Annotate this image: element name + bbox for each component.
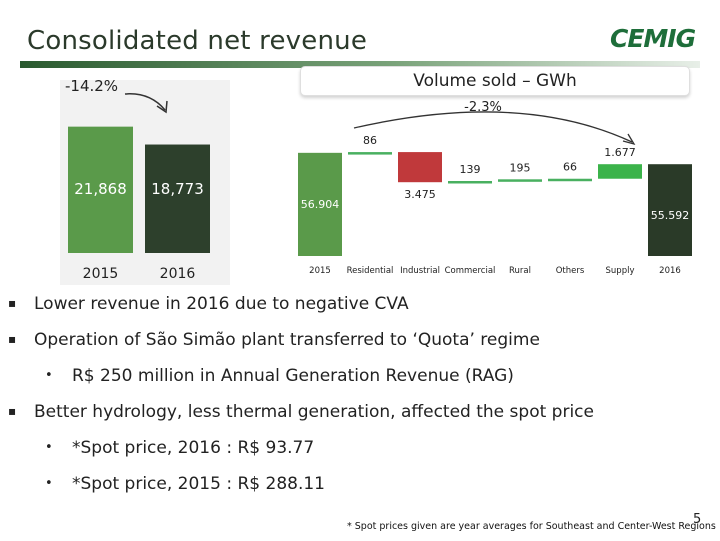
page-title: Consolidated net revenue <box>27 26 368 56</box>
waterfall-bar <box>348 152 392 155</box>
revenue-bar <box>145 144 210 253</box>
volume-waterfall-chart: -2.3% 56.904 2015 86 Residential 3.475 Indust… <box>298 100 692 276</box>
revenue-data-label: 18,773 <box>151 180 204 198</box>
waterfall-bar <box>298 152 342 256</box>
footnote: * Spot prices given are year averages fo… <box>347 521 716 532</box>
bullet-text: Better hydrology, less thermal generatio… <box>34 402 594 422</box>
waterfall-bar <box>448 180 492 184</box>
waterfall-bar <box>648 164 692 256</box>
page-number: 5 <box>693 512 702 527</box>
waterfall-category-label: 2015 <box>309 266 331 276</box>
revenue-category-label: 2015 <box>83 266 119 282</box>
bullet-marker: • <box>45 440 53 455</box>
revenue-bar <box>68 126 133 253</box>
bullet-marker: ▪ <box>8 296 17 310</box>
waterfall-data-label: 86 <box>363 134 377 147</box>
volume-change-arrow <box>353 111 633 143</box>
volume-change-label: -2.3% <box>464 100 502 115</box>
waterfall-bar <box>498 179 542 182</box>
waterfall-data-label: 195 <box>510 161 531 174</box>
bullet-text: *Spot price, 2015 : R$ 288.11 <box>72 474 325 494</box>
waterfall-bar <box>398 152 442 183</box>
bullet-marker: ▪ <box>8 332 17 346</box>
waterfall-data-label: 1.677 <box>604 146 636 159</box>
volume-chart-title: Volume sold – GWh <box>300 66 690 96</box>
revenue-change-label: -14.2% <box>65 77 118 95</box>
bullet-marker: ▪ <box>8 404 17 418</box>
waterfall-category-label: Others <box>556 266 585 276</box>
waterfall-category-label: 2016 <box>659 266 681 276</box>
title-divider <box>20 61 700 68</box>
waterfall-category-label: Rural <box>509 266 531 276</box>
waterfall-bar <box>548 178 592 182</box>
revenue-change-arrowhead <box>156 100 168 114</box>
waterfall-data-label: 66 <box>563 161 577 174</box>
bullet-text: Operation of São Simão plant transferred… <box>34 330 540 350</box>
waterfall-data-label: 3.475 <box>404 188 436 201</box>
revenue-category-label: 2016 <box>160 266 196 282</box>
waterfall-category-label: Industrial <box>400 266 440 276</box>
revenue-chart: 21,868 2015 18,773 2016 -14.2% <box>60 77 230 285</box>
waterfall-data-label: 139 <box>460 163 481 176</box>
waterfall-category-label: Residential <box>347 266 394 276</box>
waterfall-bar <box>598 164 642 179</box>
waterfall-data-label: 55.592 <box>651 209 690 222</box>
bullet-marker: • <box>45 368 53 383</box>
cemig-logo: CEMIG <box>610 24 696 53</box>
volume-change-arrowhead <box>622 133 636 146</box>
bullet-marker: • <box>45 476 53 491</box>
revenue-change-arrow <box>124 93 166 111</box>
bullet-text: R$ 250 million in Annual Generation Reve… <box>72 366 514 386</box>
revenue-data-label: 21,868 <box>74 180 127 198</box>
bullet-text: Lower revenue in 2016 due to negative CV… <box>34 294 409 314</box>
waterfall-category-label: Supply <box>606 266 635 276</box>
bullet-text: *Spot price, 2016 : R$ 93.77 <box>72 438 315 458</box>
waterfall-category-label: Commercial <box>445 266 496 276</box>
waterfall-data-label: 56.904 <box>301 198 340 211</box>
